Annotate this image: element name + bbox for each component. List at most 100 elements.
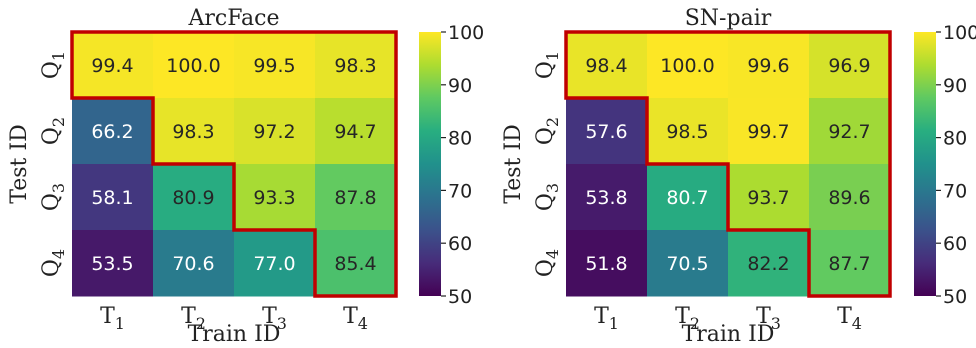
y-tick-label: Q2: [39, 117, 68, 145]
cell-value-label: 96.9: [828, 55, 870, 77]
chart-title: SN-pair: [685, 6, 772, 31]
heatmap-cell: [566, 230, 648, 297]
x-tick-label: T1: [594, 304, 619, 333]
y-tick-label: Q3: [533, 183, 562, 211]
x-tick-label: T2: [181, 304, 206, 333]
heatmap-cell: [809, 230, 891, 297]
y-axis-label: Test ID: [7, 124, 32, 203]
x-axis-label: Train ID: [188, 322, 281, 347]
cell-value-label: 80.7: [666, 187, 708, 209]
x-tick-label: T3: [756, 304, 781, 333]
heatmap-cell: [72, 230, 154, 297]
heatmap-cell: [728, 32, 810, 99]
colorbar-tick-label: 100: [943, 22, 976, 44]
heatmap-cell: [647, 230, 729, 297]
heatmap-cell: [566, 98, 648, 165]
x-tick-label: T3: [262, 304, 287, 333]
heatmap-cell: [728, 98, 810, 165]
colorbar-tick-label: 70: [448, 180, 472, 202]
cell-value-label: 80.9: [172, 187, 214, 209]
y-tick-label: Q1: [39, 51, 68, 79]
cell-value-label: 57.6: [585, 121, 627, 143]
chart-title: ArcFace: [188, 6, 280, 31]
cell-value-label: 85.4: [334, 253, 376, 275]
cell-value-label: 53.8: [585, 187, 627, 209]
heatmap-cell: [647, 32, 729, 99]
colorbar: [914, 32, 936, 296]
heatmap-panel-1: ArcFace 99.4 100.0 99.5 98.3 66.2 98.3 97.2 94.7…: [7, 6, 484, 347]
cell-value-label: 53.5: [91, 253, 133, 275]
cell-value-label: 87.7: [828, 253, 870, 275]
cell-value-label: 98.5: [666, 121, 708, 143]
heatmap-cell: [234, 32, 316, 99]
heatmap-cell: [566, 32, 648, 99]
cell-value-label: 89.6: [828, 187, 870, 209]
heatmap-cell: [647, 98, 729, 165]
heatmap-cell: [153, 164, 235, 231]
heatmap-cell: [809, 164, 891, 231]
cell-value-label: 51.8: [585, 253, 627, 275]
cell-value-label: 70.6: [172, 253, 214, 275]
x-tick-label: T2: [675, 304, 700, 333]
heatmap-cell: [234, 98, 316, 165]
cell-value-label: 93.3: [253, 187, 295, 209]
heatmap-cell: [72, 98, 154, 165]
colorbar-tick-label: 60: [943, 233, 967, 255]
x-tick-label: T4: [837, 304, 862, 333]
cell-value-label: 99.7: [747, 121, 789, 143]
y-tick-label: Q4: [39, 249, 68, 277]
cell-value-label: 100.0: [166, 55, 220, 77]
heatmap-cell: [72, 164, 154, 231]
colorbar-tick-label: 60: [448, 233, 472, 255]
heatmap-cell: [315, 230, 397, 297]
colorbar-tick-label: 90: [448, 75, 472, 97]
cell-value-label: 99.5: [253, 55, 295, 77]
x-axis-label: Train ID: [682, 322, 775, 347]
heatmap-cell: [809, 98, 891, 165]
cell-value-label: 99.6: [747, 55, 789, 77]
colorbar-tick-label: 50: [448, 286, 472, 308]
cell-value-label: 98.4: [585, 55, 627, 77]
heatmap-cell: [234, 164, 316, 231]
colorbar-tick-label: 80: [448, 128, 472, 150]
heatmap-cell: [647, 164, 729, 231]
highlight-outline: [70, 30, 398, 298]
cell-value-label: 70.5: [666, 253, 708, 275]
colorbar: [419, 32, 441, 296]
y-tick-label: Q2: [533, 117, 562, 145]
cell-value-label: 98.3: [334, 55, 376, 77]
heatmap-cell: [72, 32, 154, 99]
heatmap-cell: [315, 98, 397, 165]
cell-value-label: 93.7: [747, 187, 789, 209]
y-axis-label: Test ID: [501, 124, 526, 203]
colorbar-tick-label: 80: [943, 128, 967, 150]
cell-value-label: 99.4: [91, 55, 133, 77]
highlight-outline: [564, 30, 892, 298]
cell-value-label: 58.1: [91, 187, 133, 209]
heatmap-panel-2: SN-pair 98.4 100.0 99.6 96.9 57.6 98.5 99.7 92.7…: [501, 6, 976, 347]
cell-value-label: 98.3: [172, 121, 214, 143]
y-tick-label: Q1: [533, 51, 562, 79]
heatmap-cell: [153, 230, 235, 297]
cell-value-label: 82.2: [747, 253, 789, 275]
cell-value-label: 94.7: [334, 121, 376, 143]
heatmap-cell: [315, 164, 397, 231]
heatmap-cell: [728, 164, 810, 231]
cell-value-label: 100.0: [660, 55, 714, 77]
x-tick-label: T4: [343, 304, 368, 333]
heatmap-cell: [234, 230, 316, 297]
heatmap-cell: [728, 230, 810, 297]
cell-value-label: 92.7: [828, 121, 870, 143]
cell-value-label: 97.2: [253, 121, 295, 143]
heatmap-cell: [153, 98, 235, 165]
heatmap-cell: [566, 164, 648, 231]
cell-value-label: 66.2: [91, 121, 133, 143]
heatmap-cell: [153, 32, 235, 99]
y-tick-label: Q3: [39, 183, 68, 211]
y-tick-label: Q4: [533, 249, 562, 277]
cell-value-label: 77.0: [253, 253, 295, 275]
colorbar-tick-label: 90: [943, 75, 967, 97]
cell-value-label: 87.8: [334, 187, 376, 209]
colorbar-tick-label: 70: [943, 180, 967, 202]
